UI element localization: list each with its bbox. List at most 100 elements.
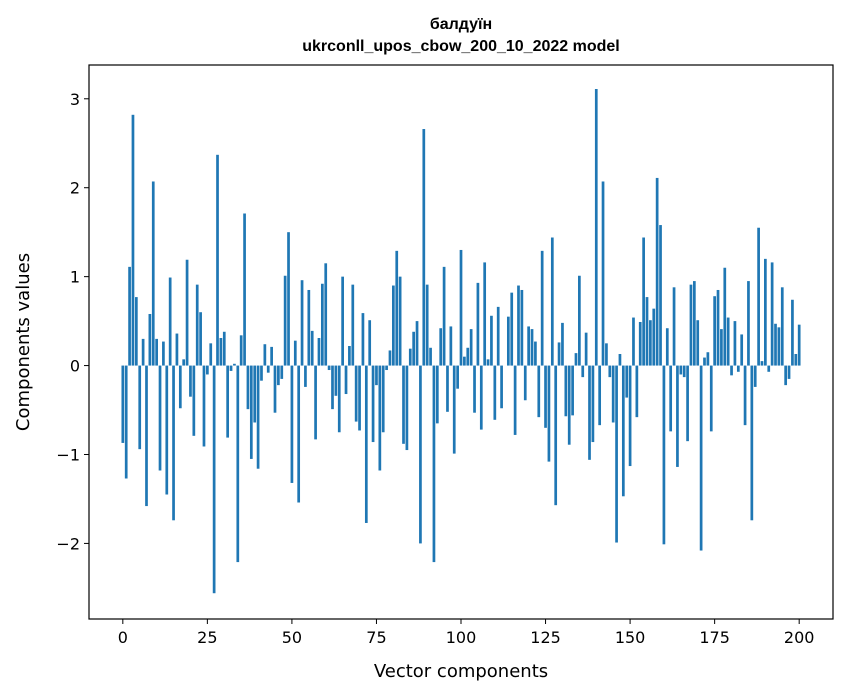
bar-145 bbox=[611, 365, 615, 423]
bar-13 bbox=[165, 365, 169, 495]
y-axis-label: Components values bbox=[13, 253, 34, 431]
bar-7 bbox=[145, 365, 148, 507]
bar-119 bbox=[523, 365, 527, 401]
bar-123 bbox=[537, 365, 541, 418]
bar-153 bbox=[638, 321, 642, 366]
bar-187 bbox=[753, 365, 757, 387]
bar-95 bbox=[442, 266, 446, 366]
bar-43 bbox=[266, 365, 270, 373]
bar-12 bbox=[162, 341, 165, 366]
bar-183 bbox=[740, 334, 744, 366]
bar-73 bbox=[368, 320, 372, 366]
x-tick-label-0: 0 bbox=[118, 628, 128, 647]
bar-135 bbox=[578, 275, 581, 366]
bar-116 bbox=[513, 365, 517, 435]
x-tick-label-3: 75 bbox=[366, 628, 386, 647]
chart-title-line1: балдуїн bbox=[430, 16, 492, 33]
bar-1 bbox=[124, 365, 128, 479]
bar-63 bbox=[334, 365, 338, 396]
bar-81 bbox=[395, 250, 399, 366]
bar-42 bbox=[263, 344, 267, 366]
bar-92 bbox=[432, 365, 436, 563]
bar-131 bbox=[564, 365, 568, 417]
bar-89 bbox=[422, 129, 426, 366]
bar-126 bbox=[547, 365, 551, 462]
bar-107 bbox=[483, 262, 487, 366]
bar-44 bbox=[270, 346, 273, 366]
bar-47 bbox=[280, 365, 284, 379]
bar-32 bbox=[229, 365, 233, 371]
bar-66 bbox=[344, 365, 348, 395]
bar-38 bbox=[249, 365, 253, 459]
bar-25 bbox=[206, 365, 209, 375]
bar-173 bbox=[706, 352, 710, 366]
bar-169 bbox=[692, 281, 696, 366]
bar-161 bbox=[665, 328, 669, 366]
bar-140 bbox=[594, 89, 598, 366]
bar-22 bbox=[195, 284, 199, 366]
bar-9 bbox=[151, 181, 155, 366]
bar-59 bbox=[320, 283, 324, 366]
bar-141 bbox=[598, 365, 602, 426]
bar-182 bbox=[736, 365, 740, 372]
bar-17 bbox=[178, 365, 182, 409]
bar-137 bbox=[584, 332, 588, 366]
bar-14 bbox=[168, 277, 172, 366]
bar-28 bbox=[216, 154, 219, 366]
bar-78 bbox=[385, 365, 388, 371]
bar-129 bbox=[557, 342, 561, 366]
bar-184 bbox=[743, 365, 747, 426]
bar-74 bbox=[371, 365, 375, 443]
bar-186 bbox=[750, 365, 754, 521]
bar-16 bbox=[175, 333, 179, 366]
y-tick-label-1: −1 bbox=[56, 445, 80, 464]
bar-155 bbox=[645, 297, 649, 366]
bar-164 bbox=[676, 365, 679, 467]
bar-88 bbox=[419, 365, 422, 544]
bar-85 bbox=[408, 348, 412, 366]
bar-154 bbox=[642, 237, 645, 366]
bar-157 bbox=[652, 308, 656, 366]
bar-101 bbox=[463, 356, 466, 366]
bar-72 bbox=[364, 365, 368, 523]
bar-55 bbox=[307, 289, 311, 366]
x-tick-label-6: 150 bbox=[615, 628, 646, 647]
bar-127 bbox=[550, 237, 554, 366]
bar-56 bbox=[310, 330, 314, 366]
bar-144 bbox=[608, 365, 612, 378]
bar-133 bbox=[571, 365, 574, 416]
bar-198 bbox=[791, 299, 794, 366]
bar-105 bbox=[476, 282, 480, 366]
bar-162 bbox=[669, 365, 673, 432]
bar-91 bbox=[429, 347, 432, 366]
bar-0 bbox=[121, 365, 125, 443]
bar-40 bbox=[256, 365, 260, 469]
x-axis-label: Vector components bbox=[374, 661, 548, 682]
bar-68 bbox=[351, 284, 355, 366]
bar-3 bbox=[131, 114, 135, 366]
chart-title-line2: ukrconll_upos_cbow_200_10_2022 model bbox=[302, 38, 619, 55]
x-tick-label-4: 100 bbox=[446, 628, 477, 647]
bar-57 bbox=[314, 365, 317, 440]
bar-39 bbox=[253, 365, 257, 423]
bar-27 bbox=[212, 365, 216, 594]
bar-158 bbox=[655, 177, 659, 366]
y-tick-label-4: 2 bbox=[70, 179, 80, 198]
bar-50 bbox=[290, 365, 294, 483]
bar-23 bbox=[199, 312, 202, 366]
bar-5 bbox=[138, 365, 142, 450]
bar-176 bbox=[716, 289, 720, 366]
bar-110 bbox=[493, 365, 497, 420]
bar-146 bbox=[615, 365, 618, 543]
bar-132 bbox=[567, 365, 571, 445]
bar-15 bbox=[172, 365, 175, 521]
bar-10 bbox=[155, 338, 158, 366]
bar-188 bbox=[757, 227, 760, 366]
bar-163 bbox=[672, 287, 676, 366]
bar-58 bbox=[317, 338, 321, 366]
bar-120 bbox=[527, 326, 530, 366]
bar-64 bbox=[337, 365, 341, 433]
bar-90 bbox=[425, 284, 429, 366]
bar-62 bbox=[331, 365, 334, 410]
